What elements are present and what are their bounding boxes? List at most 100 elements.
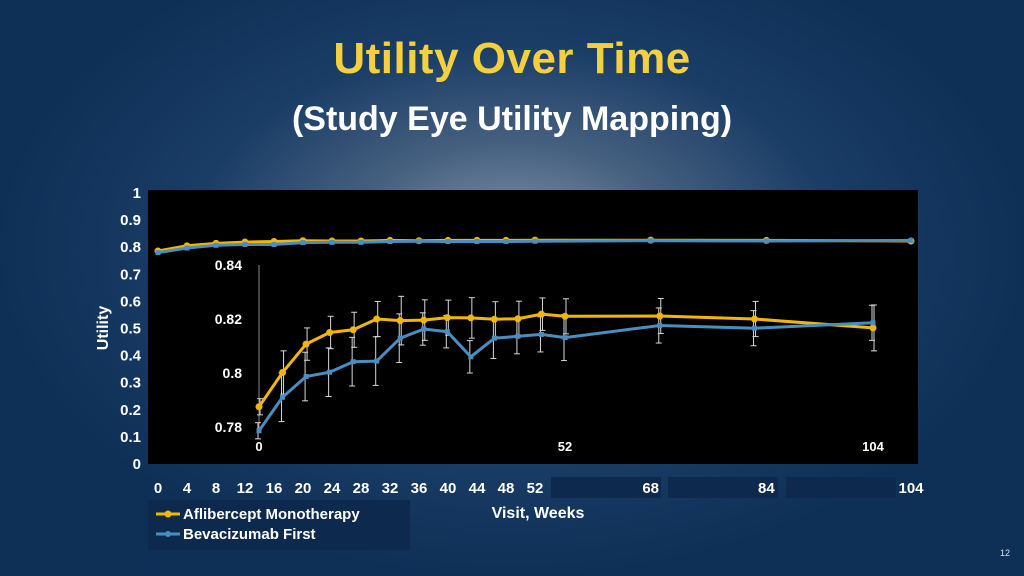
inset-data-point xyxy=(561,312,569,320)
inset-data-point xyxy=(467,314,475,322)
x-axis-ticks: 0 4 8 12 16 20 24 28 32 36 40 44 48 52 68 84 104 xyxy=(154,480,924,497)
inset-data-point xyxy=(870,320,876,326)
inset-data-point xyxy=(514,315,522,323)
x-tick-label: 8 xyxy=(212,480,220,497)
inset-data-point xyxy=(373,315,381,323)
inset-x-axis-ticks: 0 52 104 xyxy=(255,439,884,454)
data-point xyxy=(155,250,161,256)
x-tick-label: 32 xyxy=(382,480,399,497)
legend-box xyxy=(148,500,410,550)
inset-data-point xyxy=(515,333,521,339)
data-point xyxy=(763,238,769,244)
x-axis-label-box-1 xyxy=(551,477,661,498)
inset-y-tick-label: 0.8 xyxy=(223,365,243,381)
inset-data-point xyxy=(420,316,428,324)
legend-item-aflibercept: Aflibercept Monotherapy xyxy=(156,506,360,523)
legend-label-bevacizumab: Bevacizumab First xyxy=(183,526,316,543)
inset-chart: 0.84 0.82 0.8 0.78 0 52 104 xyxy=(215,257,885,454)
data-point xyxy=(300,240,306,246)
x-tick-label: 44 xyxy=(469,480,486,497)
legend: Aflibercept Monotherapy Bevacizumab Firs… xyxy=(156,506,360,543)
y-tick-label: 0.4 xyxy=(120,348,142,365)
inset-data-point xyxy=(302,340,310,348)
inset-data-point xyxy=(327,369,333,375)
x-tick-label: 28 xyxy=(353,480,370,497)
x-tick-label: 24 xyxy=(324,480,341,497)
data-point xyxy=(242,241,248,247)
x-tick-label: 36 xyxy=(411,480,428,497)
inset-data-point xyxy=(490,315,498,323)
inset-y-axis-ticks: 0.84 0.82 0.8 0.78 xyxy=(215,257,242,435)
x-tick-label: 104 xyxy=(898,480,924,497)
data-point xyxy=(416,238,422,244)
data-point xyxy=(184,245,190,251)
inset-data-point xyxy=(751,315,759,323)
data-point xyxy=(532,238,538,244)
inset-data-point xyxy=(255,403,263,411)
inset-data-point xyxy=(350,359,356,365)
x-tick-label: 20 xyxy=(295,480,312,497)
legend-item-bevacizumab: Bevacizumab First xyxy=(156,526,316,543)
inset-data-point xyxy=(396,317,404,325)
inset-y-tick-label: 0.82 xyxy=(215,311,242,327)
x-tick-label: 52 xyxy=(527,480,544,497)
inset-x-tick-label: 52 xyxy=(558,439,572,454)
data-point xyxy=(445,239,451,245)
y-tick-label: 0.5 xyxy=(120,321,141,338)
main-chart-series xyxy=(154,236,915,256)
data-point xyxy=(358,239,364,245)
data-point xyxy=(271,241,277,247)
inset-data-point xyxy=(326,329,334,336)
inset-data-point xyxy=(397,335,403,341)
y-axis-ticks: 1 0.9 0.8 0.7 0.6 0.5 0.4 0.3 0.2 0.1 0 xyxy=(120,185,142,473)
inset-data-point xyxy=(303,374,309,380)
y-tick-label: 1 xyxy=(133,185,141,202)
data-point xyxy=(387,239,393,245)
inset-data-point xyxy=(752,325,758,331)
y-tick-label: 0.7 xyxy=(120,266,141,283)
data-point xyxy=(213,242,219,248)
x-axis-label-box-2 xyxy=(668,477,778,498)
inset-data-point xyxy=(444,329,450,335)
inset-series xyxy=(255,295,877,440)
inset-data-point xyxy=(538,331,544,337)
legend-label-aflibercept: Aflibercept Monotherapy xyxy=(183,506,360,523)
data-point xyxy=(329,239,335,245)
y-tick-label: 0.8 xyxy=(120,239,141,256)
x-axis-label: Visit, Weeks xyxy=(492,505,585,522)
y-tick-label: 0.6 xyxy=(120,293,141,310)
inset-data-point xyxy=(421,326,427,332)
inset-x-tick-label: 0 xyxy=(255,439,262,454)
x-tick-label: 40 xyxy=(440,480,457,497)
inset-data-point xyxy=(280,394,286,400)
inset-data-point xyxy=(869,324,877,332)
y-tick-label: 0.2 xyxy=(120,402,141,419)
inset-data-point xyxy=(537,310,545,318)
inset-data-point xyxy=(256,428,262,434)
inset-data-point xyxy=(349,326,357,334)
y-tick-label: 0.1 xyxy=(120,429,141,446)
x-tick-label: 48 xyxy=(498,480,515,497)
x-axis-label-box-3 xyxy=(786,477,896,498)
inset-y-tick-label: 0.84 xyxy=(215,257,242,273)
inset-data-point xyxy=(279,368,287,376)
y-tick-label: 0.3 xyxy=(120,375,141,392)
inset-x-tick-label: 104 xyxy=(862,439,884,454)
slide-subtitle: (Study Eye Utility Mapping) xyxy=(291,100,733,138)
data-point xyxy=(648,238,654,244)
inset-data-point xyxy=(443,314,451,322)
x-tick-label: 16 xyxy=(266,480,283,497)
inset-data-point xyxy=(562,335,568,341)
x-tick-label: 0 xyxy=(154,480,162,497)
x-tick-label: 84 xyxy=(758,480,775,497)
x-tick-label: 4 xyxy=(183,480,192,497)
inset-data-point xyxy=(374,358,380,364)
inset-data-point xyxy=(657,322,663,328)
inset-data-point xyxy=(656,312,664,320)
inset-y-tick-label: 0.78 xyxy=(215,419,242,435)
page-number: 12 xyxy=(999,548,1010,558)
x-tick-label: 12 xyxy=(237,480,254,497)
y-tick-label: 0 xyxy=(133,456,141,473)
data-point xyxy=(908,237,914,243)
